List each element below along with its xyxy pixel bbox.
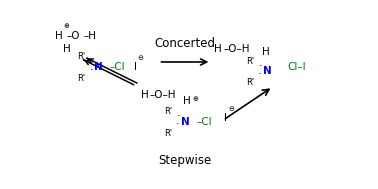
Text: N: N (263, 66, 271, 76)
Text: –Cl: –Cl (196, 117, 212, 127)
Text: –O: –O (66, 31, 80, 41)
Text: H: H (55, 31, 63, 41)
Text: ⊕: ⊕ (64, 23, 69, 29)
Text: H: H (214, 44, 222, 54)
Text: R': R' (246, 57, 254, 67)
Text: ·: · (259, 61, 262, 71)
Text: ·: · (89, 65, 93, 75)
Text: I: I (134, 62, 137, 72)
Text: H: H (183, 96, 190, 106)
Text: –O–H: –O–H (223, 44, 249, 54)
Text: R': R' (77, 74, 85, 83)
Text: R': R' (77, 52, 85, 61)
Text: –O–H: –O–H (150, 91, 176, 100)
Text: ·: · (258, 69, 262, 79)
Text: –H: –H (84, 31, 97, 41)
Text: R': R' (164, 107, 172, 116)
Text: R': R' (246, 78, 254, 87)
Text: ⊖: ⊖ (228, 106, 234, 112)
Text: H: H (262, 47, 270, 57)
Text: N: N (94, 62, 103, 72)
Text: ⊖: ⊖ (138, 55, 143, 61)
Text: ·: · (177, 112, 180, 122)
Text: ·: · (90, 57, 94, 67)
Text: –Cl: –Cl (110, 62, 125, 72)
Text: R': R' (164, 129, 172, 138)
Text: H: H (63, 44, 71, 54)
Text: ⊕: ⊕ (192, 96, 198, 102)
Text: Concerted: Concerted (155, 36, 215, 50)
Text: H: H (141, 91, 148, 100)
Text: I: I (225, 113, 228, 123)
Text: Stepwise: Stepwise (158, 154, 212, 167)
Text: Cl–I: Cl–I (287, 62, 306, 72)
Text: N: N (181, 117, 189, 127)
Text: ·: · (176, 120, 180, 129)
